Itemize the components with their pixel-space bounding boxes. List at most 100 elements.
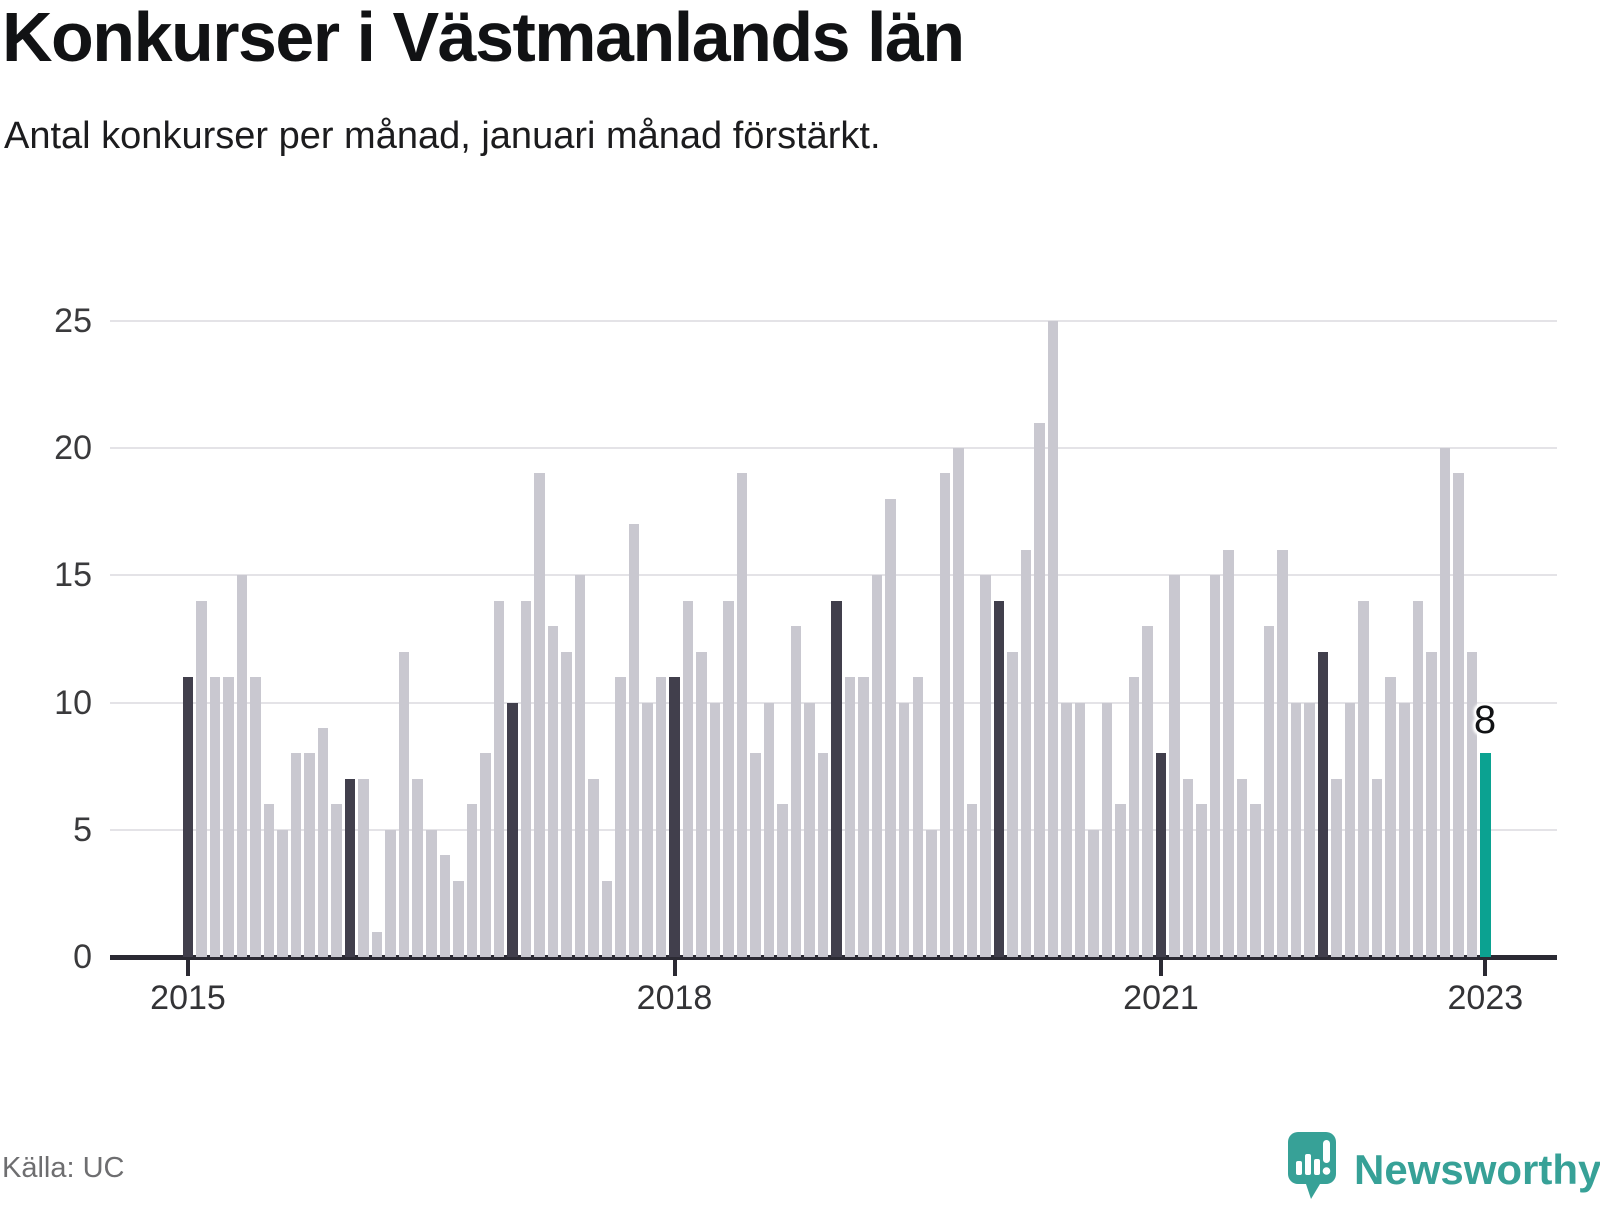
y-axis-label-25: 25 xyxy=(54,301,92,340)
bar-month xyxy=(480,753,491,957)
bar-month xyxy=(371,931,383,957)
bar-month xyxy=(588,778,599,957)
bar-month xyxy=(1263,626,1275,957)
bar-month xyxy=(520,600,532,957)
newsworthy-logo-icon xyxy=(1288,1132,1342,1205)
x-axis-label-2015: 2015 xyxy=(150,979,226,1017)
bar-month xyxy=(1020,549,1032,957)
bar-month xyxy=(696,651,707,957)
bar-latest xyxy=(1480,753,1491,957)
bar-month xyxy=(574,575,586,957)
bar-month xyxy=(885,498,896,957)
bar-month xyxy=(804,702,815,957)
bar-january xyxy=(1317,651,1329,957)
bar-month xyxy=(655,677,667,957)
bar-month xyxy=(358,778,369,957)
bar-january xyxy=(669,677,680,957)
bar-month xyxy=(1047,320,1059,957)
bar-month xyxy=(1358,600,1369,957)
bar-january xyxy=(507,702,518,957)
bar-month xyxy=(601,880,613,957)
y-axis-label-20: 20 xyxy=(54,429,92,467)
gridline-25 xyxy=(110,319,1557,322)
y-axis-label-10: 10 xyxy=(54,683,92,722)
bar-month xyxy=(263,804,275,957)
bar-month xyxy=(412,778,423,957)
x-axis-tick-2021 xyxy=(1159,960,1163,976)
bar-month xyxy=(196,600,207,957)
x-axis-tick-2015 xyxy=(186,960,190,976)
bar-month xyxy=(1344,702,1356,957)
source-text: Källa: UC xyxy=(2,1152,125,1184)
bar-january xyxy=(993,600,1005,957)
bar-month xyxy=(236,575,248,957)
gridline-15 xyxy=(110,574,1557,577)
bar-month xyxy=(1034,422,1045,957)
bar-month xyxy=(1128,677,1140,957)
bar-month xyxy=(912,677,923,957)
bar-month xyxy=(1223,549,1234,957)
bar-month xyxy=(1169,575,1180,957)
bar-month xyxy=(1088,829,1099,957)
bar-month xyxy=(290,753,302,957)
bar-month xyxy=(858,677,869,957)
bar-month xyxy=(1426,651,1437,957)
bar-month xyxy=(1331,778,1342,957)
bar-month xyxy=(1466,651,1478,957)
bar-month xyxy=(1182,778,1194,957)
bar-month xyxy=(898,702,910,957)
bar-month xyxy=(317,727,329,957)
bar-month xyxy=(1115,804,1126,957)
latest-value-label: 8 xyxy=(1473,698,1497,742)
bar-month xyxy=(453,880,464,957)
bar-month xyxy=(763,702,775,957)
bar-month xyxy=(439,855,451,957)
bar-month xyxy=(1142,626,1153,957)
bar-month xyxy=(277,829,288,957)
x-axis-label-2021: 2021 xyxy=(1123,979,1199,1017)
bar-month xyxy=(398,651,410,957)
bar-month xyxy=(1412,600,1424,957)
bar-month xyxy=(1101,702,1113,957)
bar-month xyxy=(1277,549,1288,957)
bar-january xyxy=(831,600,842,957)
bar-month xyxy=(953,448,964,957)
y-axis-label-0: 0 xyxy=(73,938,92,976)
bar-month xyxy=(304,753,315,957)
x-axis-label-2023: 2023 xyxy=(1447,979,1524,1017)
bar-month xyxy=(1453,473,1464,957)
newsworthy-logo: Newsworthy xyxy=(1288,1132,1600,1205)
bar-month xyxy=(682,600,694,957)
y-axis-label-5: 5 xyxy=(73,810,92,849)
bar-month xyxy=(871,575,883,957)
bar-month xyxy=(723,600,734,957)
x-axis-label-2018: 2018 xyxy=(636,979,713,1017)
bar-month xyxy=(1304,702,1315,957)
bar-month xyxy=(466,804,478,957)
gridline-20 xyxy=(110,447,1557,449)
bar-month xyxy=(980,575,991,957)
chart-title: Konkurser i Västmanlands län xyxy=(2,0,965,76)
x-axis-tick-2023 xyxy=(1483,960,1488,976)
bar-month xyxy=(385,829,396,957)
bar-month xyxy=(777,804,788,957)
bar-january xyxy=(182,677,194,957)
bar-month xyxy=(547,626,559,957)
bar-month xyxy=(1439,448,1451,957)
bar-month xyxy=(426,829,437,957)
bar-month xyxy=(223,677,234,957)
bar-month xyxy=(750,753,761,957)
bar-month xyxy=(561,651,572,957)
bar-month xyxy=(250,677,261,957)
bar-month xyxy=(1371,778,1383,957)
bar-month xyxy=(1399,702,1410,957)
bar-month xyxy=(1074,702,1086,957)
bar-month xyxy=(1196,804,1207,957)
bar-month xyxy=(642,702,653,957)
bar-month xyxy=(736,473,748,957)
bar-january xyxy=(1155,753,1167,957)
bar-month xyxy=(209,677,221,957)
bar-month xyxy=(1209,575,1221,957)
bar-month xyxy=(939,473,951,957)
bar-month xyxy=(534,473,545,957)
